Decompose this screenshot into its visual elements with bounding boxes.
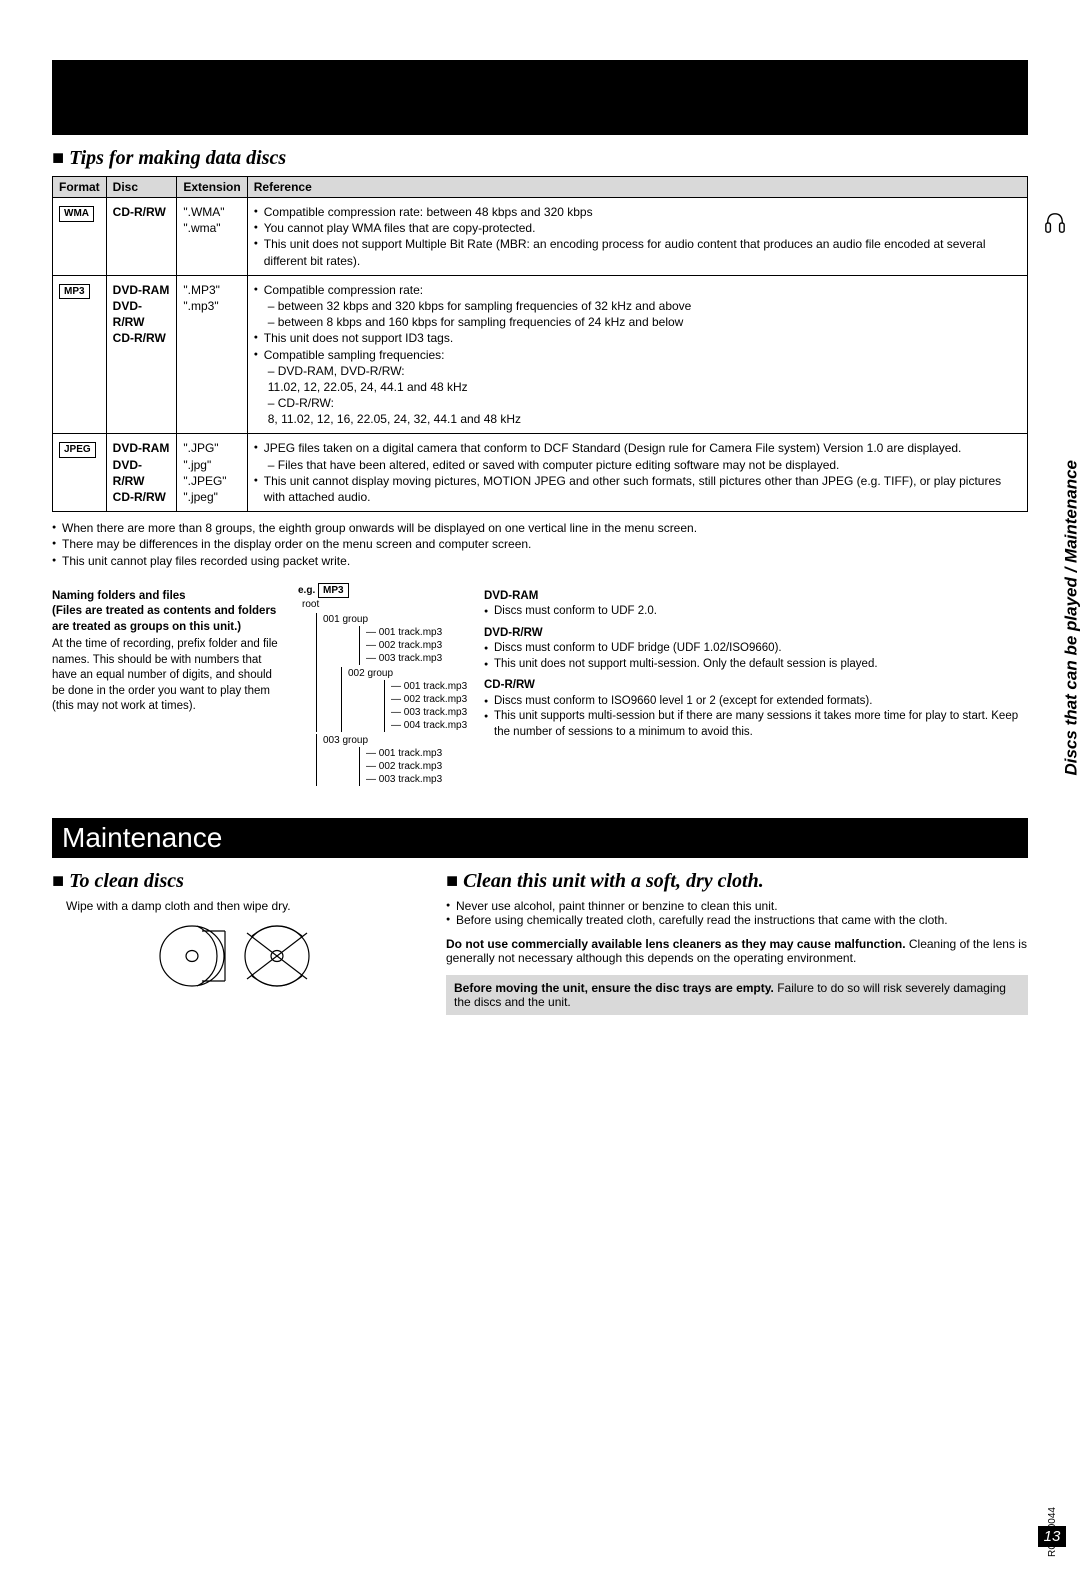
cdrrw-head: CD-R/RW [484,678,1028,694]
dvdrrw-head: DVD-R/RW [484,626,1028,642]
list-item: This unit supports multi-session but if … [484,709,1028,740]
format-table: Format Disc Extension Reference WMACD-R/… [52,176,1028,512]
col-ext: Extension [177,177,247,198]
clean-unit-title: Clean this unit with a soft, dry cloth. [446,870,1028,893]
table-row: MP3DVD-RAMDVD-R/RWCD-R/RW".MP3"".mp3"●Co… [53,275,1028,434]
col-ref: Reference [247,177,1027,198]
disc-cleaning-illustration [147,921,327,991]
clean-discs-body: Wipe with a damp cloth and then wipe dry… [66,899,422,913]
table-row: WMACD-R/RW".WMA"".wma"●Compatible compre… [53,198,1028,276]
tips-title: Tips for making data discs [52,147,1028,170]
page-header-black [52,60,1028,135]
tree-root: root [302,598,468,611]
format-badge: WMA [59,206,94,222]
col-format: Format [53,177,107,198]
list-item: Never use alcohol, paint thinner or benz… [446,899,1028,913]
eg-label: e.g. [298,585,315,596]
naming-column: Naming folders and files(Files are treat… [52,583,282,788]
maintenance-heading: Maintenance [52,818,1028,858]
disc-requirements: DVD-RAM Discs must conform to UDF 2.0. D… [484,583,1028,788]
lens-warning: Do not use commercially available lens c… [446,937,1028,965]
move-warning-box: Before moving the unit, ensure the disc … [446,975,1028,1015]
list-item: Discs must conform to ISO9660 level 1 or… [484,694,1028,710]
col-disc: Disc [106,177,177,198]
format-badge: JPEG [59,442,96,458]
table-row: JPEGDVD-RAMDVD-R/RWCD-R/RW".JPG"".jpg"".… [53,434,1028,512]
headphone-icon [1044,210,1066,236]
dvdram-head: DVD-RAM [484,589,1028,605]
clean-discs-title: To clean discs [52,870,422,893]
list-item: Before using chemically treated cloth, c… [446,913,1028,927]
folder-tree: e.g. MP3 root 001 group001 track.mp3002 … [298,583,468,788]
naming-head: Naming folders and files(Files are treat… [52,589,282,636]
page-number: 13 [1038,1526,1066,1547]
side-section-label: Discs that can be played / Maintenance [1062,460,1080,776]
list-item: Discs must conform to UDF 2.0. [484,604,1028,620]
clean-unit-list: Never use alcohol, paint thinner or benz… [446,899,1028,927]
list-item: This unit does not support multi-session… [484,657,1028,673]
list-item: Discs must conform to UDF bridge (UDF 1.… [484,641,1028,657]
after-table-notes: When there are more than 8 groups, the e… [52,520,1028,569]
format-badge: MP3 [59,284,90,300]
naming-body: At the time of recording, prefix folder … [52,637,282,715]
mp3-badge: MP3 [318,583,349,598]
